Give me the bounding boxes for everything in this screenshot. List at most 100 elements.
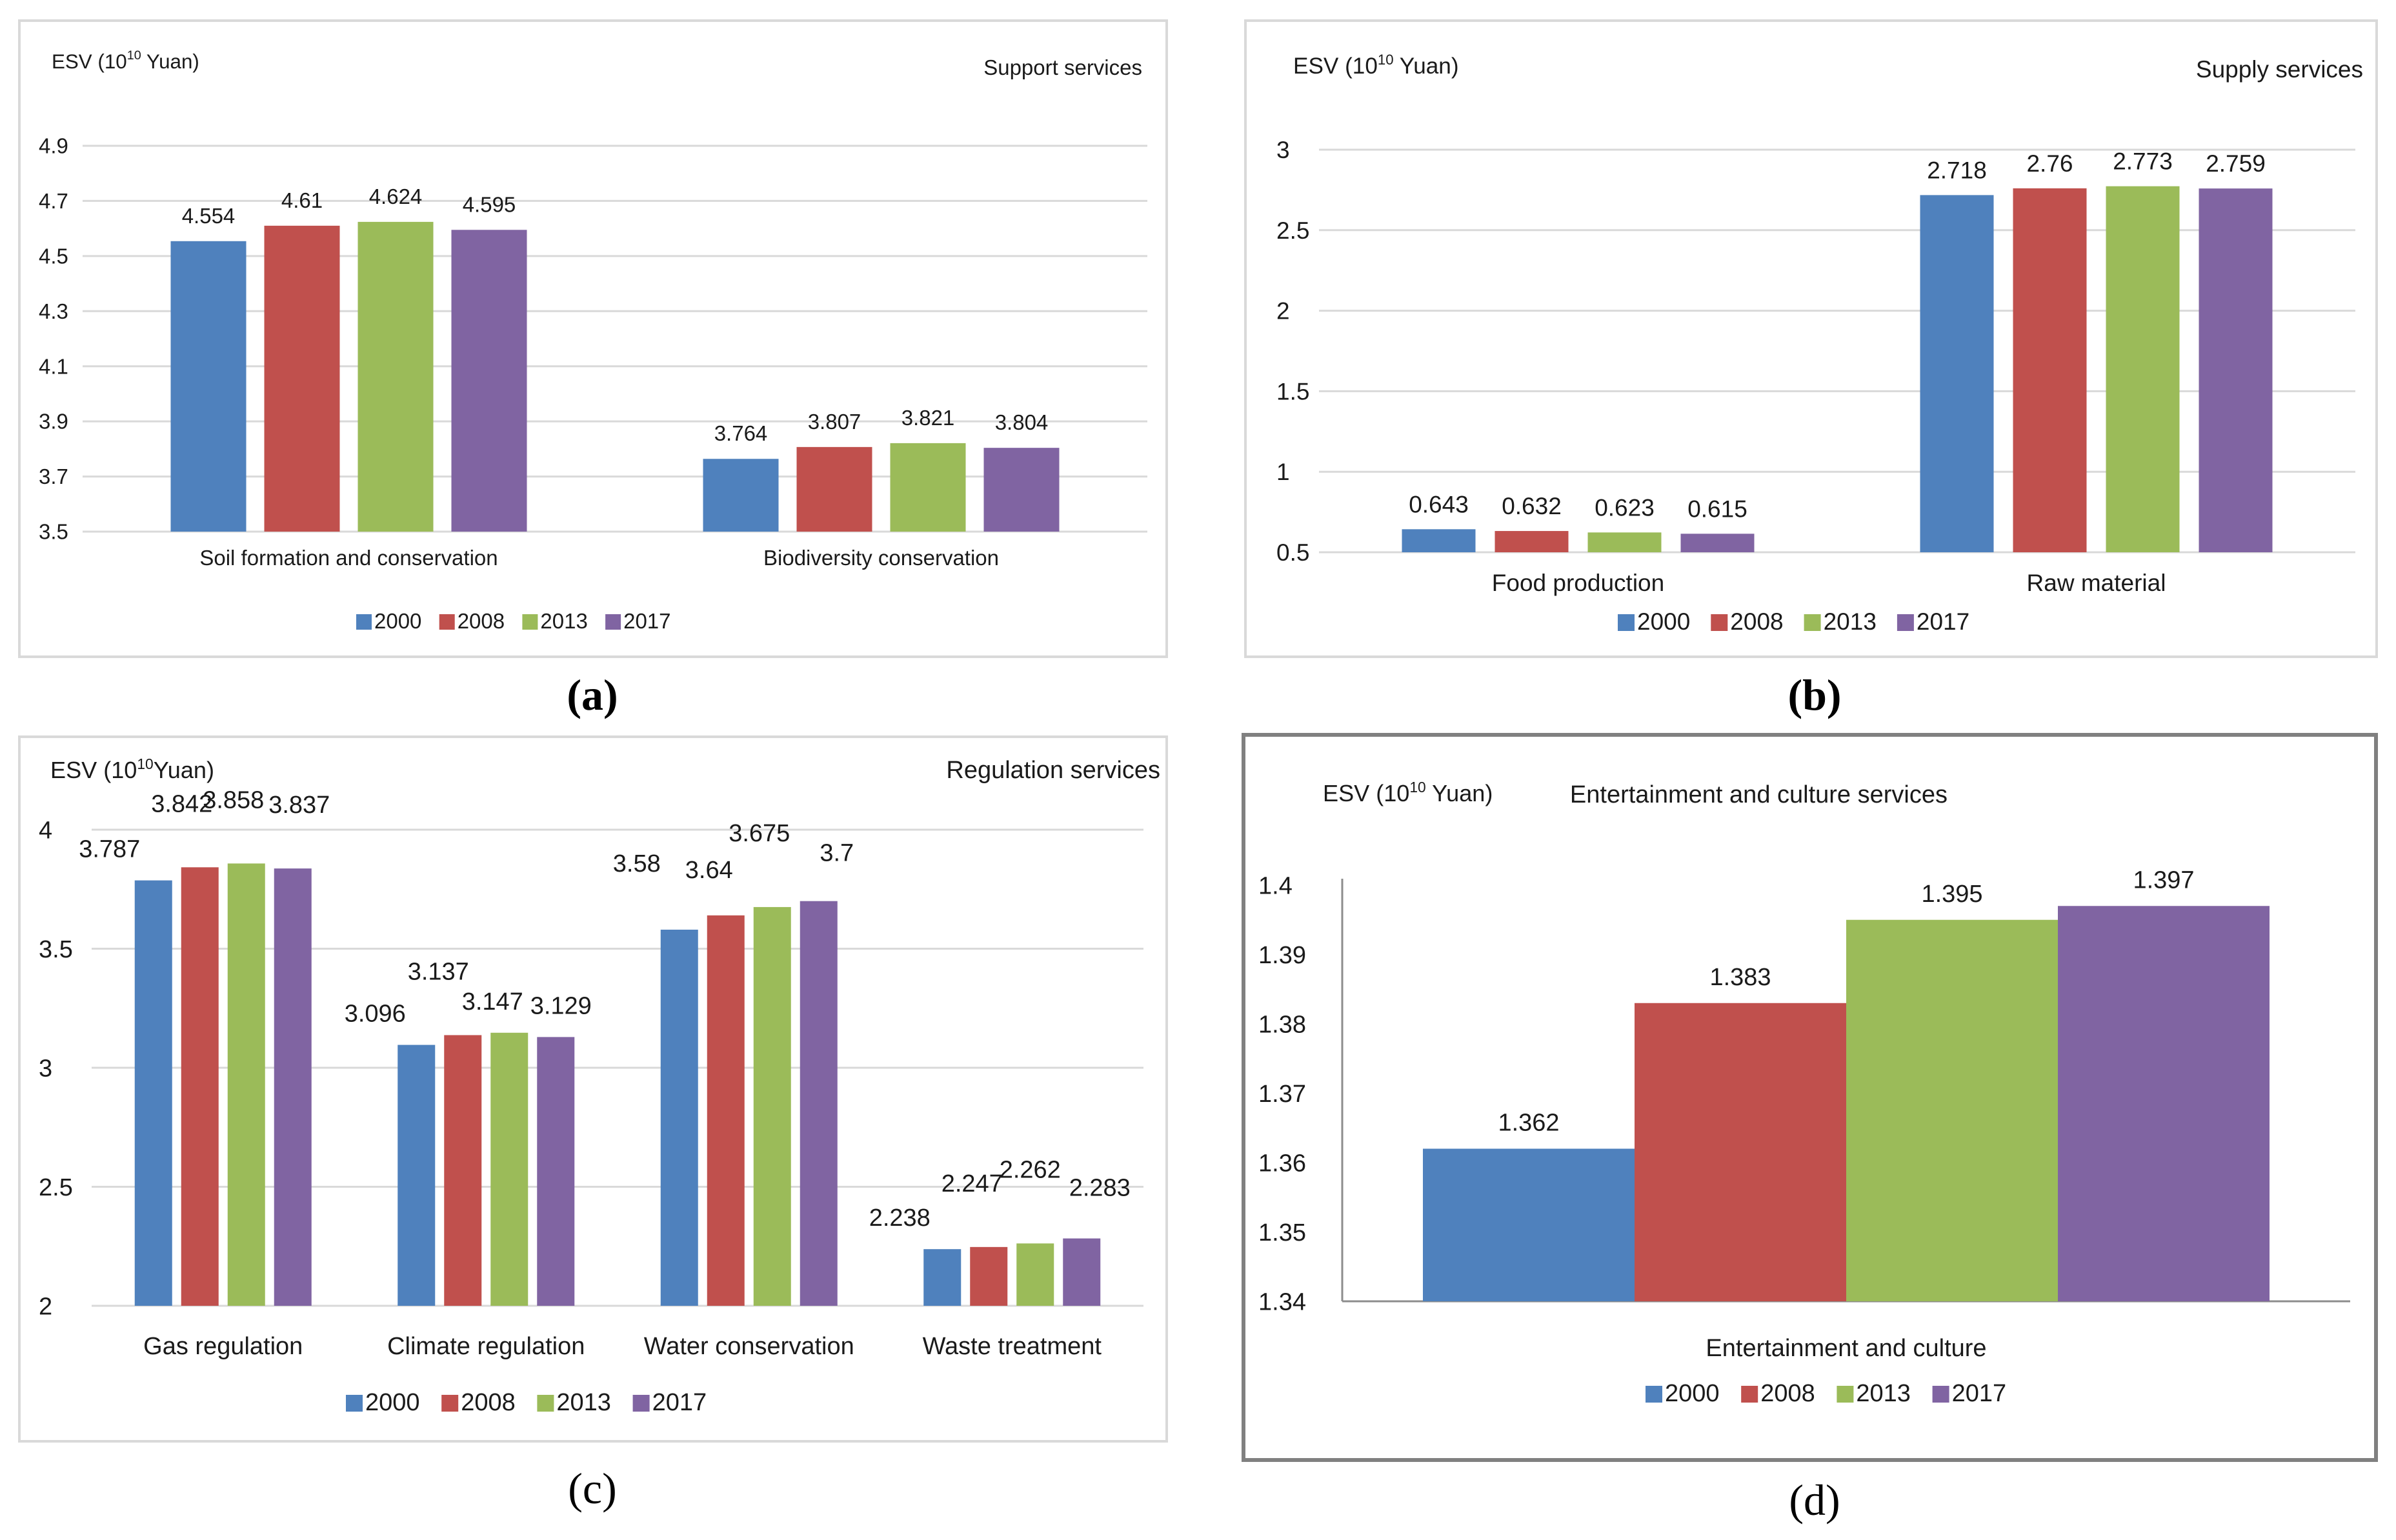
bar-biodiversity-conservation-2000 [703,459,779,532]
data-label-water-conservation-2008: 3.64 [685,857,733,884]
chart-regulation-services: 2 2.5 3 3.5 4 ESV (1010Yuan) Regulation servic… [39,755,1160,1416]
data-label-biodiversity-conservation-2017: 3.804 [995,410,1049,434]
legend-swatch-2013 [537,1395,554,1412]
legend-label-2017: 2017 [1952,1380,2007,1407]
y-tick-label: 3 [1276,137,1290,163]
y-tick-label: 2.5 [1276,217,1309,244]
chart-panel-entertainment-services: 1.34 1.35 1.36 1.37 1.38 1.39 1.4 ESV (1010 Yua… [1242,733,2378,1462]
data-label-raw-material-2013: 2.773 [2113,148,2173,175]
legend-label-2008: 2008 [461,1389,516,1416]
data-label-waste-treatment-2008: 2.247 [941,1170,1003,1197]
y-axis-label: ESV (1010 Yuan) [1323,779,1493,806]
y-tick-label: 4.1 [39,354,68,378]
legend-label-2008: 2008 [458,609,505,633]
data-label-entertainment-and-culture-2000: 1.362 [1498,1110,1559,1137]
data-label-food-production-2008: 0.632 [1502,493,1562,519]
bar-entertainment-and-culture-2017 [2058,906,2270,1301]
legend-label-2017: 2017 [1917,608,1969,635]
data-label-raw-material-2017: 2.759 [2206,150,2266,177]
legend-label-2013: 2013 [540,609,587,633]
data-label-biodiversity-conservation-2008: 3.807 [808,410,861,434]
y-tick-label: 3.5 [39,520,68,544]
x-category-label-waste-treatment: Waste treatment [923,1333,1102,1360]
legend: 2000 2008 2013 2017 [1646,1380,2006,1407]
y-tick-label: 3.9 [39,410,68,434]
data-label-waste-treatment-2017: 2.283 [1069,1175,1131,1202]
legend-label-2008: 2008 [1760,1380,1815,1407]
y-tick-label: 2 [39,1293,52,1320]
data-label-entertainment-and-culture-2017: 1.397 [2133,866,2194,894]
chart-title: Supply services [2196,56,2363,83]
bar-entertainment-and-culture-2008 [1635,1003,1846,1301]
y-axis-ticks: 2 2.5 3 3.5 4 [39,817,73,1320]
bar-raw-material-2008 [2013,188,2087,552]
caption-b: (b) [1787,670,1842,719]
y-tick-label: 4.7 [39,189,68,213]
y-axis-ticks: 0.5 1 1.5 2 2.5 3 [1276,137,1309,566]
data-label-food-production-2000: 0.643 [1409,491,1469,517]
legend-swatch-2000 [1618,614,1635,631]
chart-support-services: 3.5 3.7 3.9 4.1 4.3 4.5 4.7 4.9 ESV (1010 Yuan) S… [39,48,1147,633]
data-label-gas-regulation-2000: 3.787 [79,836,140,863]
data-label-entertainment-and-culture-2008: 1.383 [1709,964,1771,991]
data-labels: 1.362 1.383 1.395 1.397 [1498,866,2194,1136]
y-tick-label: 3 [39,1055,52,1082]
legend-swatch-2000 [356,614,372,630]
bar-biodiversity-conservation-2017 [983,448,1060,532]
data-label-entertainment-and-culture-2013: 1.395 [1921,881,1982,908]
data-label-climate-regulation-2000: 3.096 [345,1001,406,1028]
bar-water-conservation-2000 [660,929,698,1306]
chart-panel-support-services: 3.5 3.7 3.9 4.1 4.3 4.5 4.7 4.9 ESV (1010 Yuan) S… [18,19,1168,658]
y-tick-label: 0.5 [1276,539,1309,566]
data-label-raw-material-2008: 2.76 [2026,150,2073,177]
bar-soil-formation-and-conservation-2000 [170,241,247,532]
bar-raw-material-2017 [2199,188,2273,553]
y-tick-label: 1.4 [1258,872,1293,899]
bar-gas-regulation-2013 [227,863,265,1306]
legend-swatch-2013 [1837,1386,1854,1403]
data-label-climate-regulation-2008: 3.137 [408,958,469,985]
y-tick-label: 2.5 [39,1174,73,1201]
y-tick-label: 4.5 [39,244,68,268]
data-label-soil-formation-and-conservation-2017: 4.595 [463,192,516,216]
data-label-waste-treatment-2013: 2.262 [1000,1156,1061,1183]
data-label-biodiversity-conservation-2013: 3.821 [901,406,955,430]
y-tick-label: 1.5 [1276,378,1309,405]
y-tick-label: 1.34 [1258,1288,1306,1315]
y-axis-label: ESV (1010 Yuan) [1293,52,1459,79]
legend-label-2017: 2017 [652,1389,707,1416]
bar-waste-treatment-2017 [1063,1238,1101,1306]
bar-waste-treatment-2008 [970,1246,1008,1306]
y-tick-label: 1 [1276,459,1290,485]
caption-c: (c) [568,1464,617,1513]
y-tick-label: 4.3 [39,299,68,323]
gridlines [83,145,1147,533]
x-category-label-food-production: Food production [1492,570,1664,596]
chart-panel-supply-services: 0.5 1 1.5 2 2.5 3 ESV (1010 Yuan) Supply servic… [1244,19,2378,658]
bar-waste-treatment-2013 [1016,1243,1054,1306]
y-tick-label: 3.5 [39,936,73,963]
legend-swatch-2017 [1897,614,1914,631]
legend-swatch-2017 [605,614,621,630]
legend-label-2013: 2013 [556,1389,611,1416]
bar-biodiversity-conservation-2008 [796,446,872,532]
bar-biodiversity-conservation-2013 [890,443,966,532]
bar-water-conservation-2017 [800,901,838,1306]
legend-swatch-2008 [441,1395,459,1412]
chart-title: Support services [983,55,1142,79]
legend-label-2013: 2013 [1824,608,1877,635]
bar-soil-formation-and-conservation-2008 [264,225,340,532]
chart-supply-services: 0.5 1 1.5 2 2.5 3 ESV (1010 Yuan) Supply servic… [1276,52,2363,635]
data-label-soil-formation-and-conservation-2013: 4.624 [369,185,423,208]
bar-gas-regulation-2017 [274,868,312,1306]
legend-swatch-2008 [1741,1386,1758,1403]
y-tick-label: 3.7 [39,465,68,488]
data-label-water-conservation-2017: 3.7 [820,840,854,867]
y-tick-label: 1.36 [1258,1150,1306,1177]
legend-swatch-2008 [1711,614,1728,631]
y-axis-label: ESV (1010 Yuan) [52,48,199,73]
bar-food-production-2008 [1495,531,1569,552]
data-label-gas-regulation-2008: 3.842 [151,790,212,817]
x-category-label-soil-formation-and-conservation: Soil formation and conservation [199,546,498,570]
